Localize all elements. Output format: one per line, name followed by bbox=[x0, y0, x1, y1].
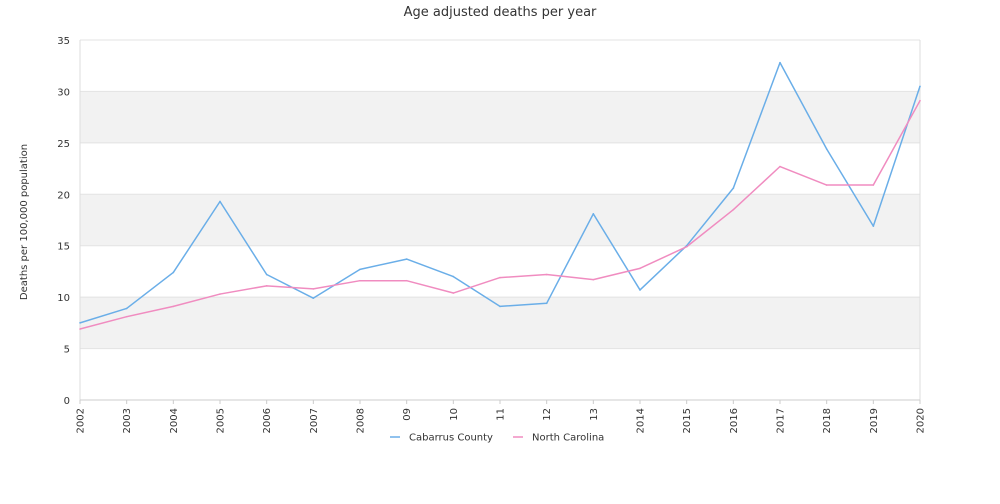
grid-band bbox=[80, 91, 920, 143]
data-point bbox=[172, 305, 175, 308]
data-point bbox=[732, 187, 735, 189]
data-point bbox=[79, 322, 81, 324]
y-axis: 0 5 10 15 20 25 30 35 bbox=[57, 36, 70, 407]
y-tick-label: 5 bbox=[64, 345, 70, 356]
data-point bbox=[732, 208, 735, 211]
y-tick-label: 25 bbox=[57, 139, 70, 150]
x-tick-label: 10 bbox=[449, 408, 460, 421]
y-tick-label: 20 bbox=[57, 190, 70, 201]
grid-band bbox=[80, 194, 920, 246]
data-point bbox=[825, 148, 828, 150]
data-point bbox=[359, 279, 361, 282]
y-tick-label: 10 bbox=[57, 293, 70, 304]
chart-title: Age adjusted deaths per year bbox=[404, 5, 597, 20]
legend-label: North Carolina bbox=[532, 433, 604, 444]
data-point bbox=[312, 288, 315, 290]
data-point bbox=[79, 328, 81, 330]
data-point bbox=[545, 273, 548, 276]
data-point bbox=[405, 258, 408, 260]
data-point bbox=[872, 184, 875, 186]
x-tick-label: 2002 bbox=[76, 408, 87, 433]
data-point bbox=[779, 165, 781, 168]
x-tick-label: 2008 bbox=[356, 408, 367, 433]
data-point bbox=[219, 200, 221, 203]
data-point bbox=[219, 293, 221, 295]
y-tick-label: 30 bbox=[57, 87, 70, 98]
x-tick-label: 2020 bbox=[916, 408, 927, 433]
data-points bbox=[79, 61, 921, 330]
x-tick-label: 2016 bbox=[729, 408, 740, 433]
data-point bbox=[499, 276, 501, 279]
x-axis: 2002 2003 2004 2005 2006 2007 2008 09 10 11 12 13 20… bbox=[76, 400, 927, 433]
y-tick-label: 15 bbox=[57, 242, 70, 253]
x-tick-label: 2005 bbox=[216, 408, 227, 433]
x-tick-label: 11 bbox=[496, 408, 507, 421]
grid-band bbox=[80, 297, 920, 349]
x-tick-label: 2019 bbox=[869, 408, 880, 433]
legend-label: Cabarrus County bbox=[409, 433, 493, 444]
data-point bbox=[452, 292, 455, 294]
x-tick-label: 2017 bbox=[776, 408, 787, 433]
y-axis-label: Deaths per 100,000 population bbox=[19, 144, 30, 300]
data-point bbox=[125, 315, 128, 318]
data-point bbox=[592, 213, 595, 215]
data-point bbox=[499, 305, 501, 308]
x-tick-label: 2018 bbox=[822, 408, 833, 433]
data-point bbox=[779, 61, 781, 64]
y-tick-label: 35 bbox=[57, 36, 70, 47]
data-point bbox=[452, 275, 455, 278]
data-point bbox=[592, 278, 595, 281]
x-tick-label: 2014 bbox=[636, 408, 647, 433]
grid-bands bbox=[80, 91, 920, 349]
data-point bbox=[825, 184, 828, 186]
data-point bbox=[312, 297, 315, 299]
data-point bbox=[919, 99, 921, 102]
data-point bbox=[359, 268, 361, 271]
data-point bbox=[265, 285, 268, 287]
data-point bbox=[125, 307, 128, 310]
data-point bbox=[685, 245, 688, 248]
x-tick-label: 2007 bbox=[309, 408, 320, 433]
x-tick-label: 09 bbox=[402, 408, 413, 421]
legend: Cabarrus County North Carolina bbox=[390, 433, 604, 444]
x-tick-label: 2015 bbox=[682, 408, 693, 433]
y-tick-label: 0 bbox=[64, 396, 70, 407]
data-point bbox=[545, 302, 548, 305]
gridlines bbox=[80, 39, 920, 401]
data-point bbox=[172, 271, 175, 274]
x-tick-label: 2003 bbox=[122, 408, 133, 433]
x-tick-label: 12 bbox=[542, 408, 553, 421]
data-point bbox=[639, 289, 641, 291]
data-point bbox=[265, 273, 268, 276]
data-point bbox=[872, 225, 875, 227]
data-point bbox=[639, 267, 641, 270]
x-tick-label: 2006 bbox=[262, 408, 273, 433]
x-tick-label: 13 bbox=[589, 408, 600, 421]
x-tick-label: 2004 bbox=[169, 408, 180, 433]
data-point bbox=[919, 85, 921, 88]
data-point bbox=[405, 279, 408, 282]
